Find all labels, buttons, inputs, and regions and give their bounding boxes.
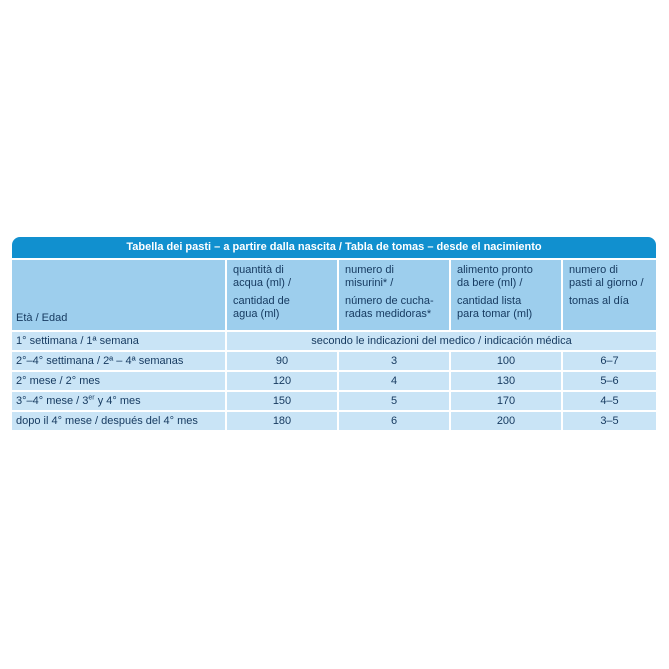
header-cell-ready-food: alimento pronto da bere (ml) / cantidad … xyxy=(451,260,561,330)
table-row: 1° settimana / 1ª semana secondo le indi… xyxy=(12,332,656,350)
cell-ready-ml: 100 xyxy=(451,352,561,370)
age-text: 3°–4° mese / 3 xyxy=(16,395,89,407)
cell-age: 2° mese / 2° mes xyxy=(12,372,225,390)
header-line: tomas al día xyxy=(569,295,629,307)
cell-meals-per-day: 6–7 xyxy=(563,352,656,370)
table-row: 2° mese / 2° mes 120 4 130 5–6 xyxy=(12,372,656,390)
cell-age: dopo il 4° mese / después del 4° mes xyxy=(12,412,225,430)
table-row: dopo il 4° mese / después del 4° mes 180… xyxy=(12,412,656,430)
header-line: quantità di xyxy=(233,264,284,276)
header-line: numero di xyxy=(569,264,618,276)
cell-water-ml: 90 xyxy=(227,352,337,370)
header-line: misurini* / xyxy=(345,277,394,289)
cell-water-ml: 120 xyxy=(227,372,337,390)
cell-scoops: 3 xyxy=(339,352,449,370)
header-line: numero di xyxy=(345,264,394,276)
cell-water-ml: 150 xyxy=(227,392,337,410)
cell-ready-ml: 200 xyxy=(451,412,561,430)
table-row: 2°–4° settimana / 2ª – 4ª semanas 90 3 1… xyxy=(12,352,656,370)
cell-age: 1° settimana / 1ª semana xyxy=(12,332,225,350)
table-header-row: Età / Edad quantità di acqua (ml) / cant… xyxy=(12,260,656,330)
header-line: para tomar (ml) xyxy=(457,308,533,320)
header-line: pasti al giorno / xyxy=(569,277,644,289)
age-text: y 4° mes xyxy=(94,395,141,407)
cell-scoops: 5 xyxy=(339,392,449,410)
cell-doctor-indication: secondo le indicazioni del medico / indi… xyxy=(227,332,656,350)
table-title: Tabella dei pasti – a partire dalla nasc… xyxy=(12,237,656,258)
header-cell-scoops: numero di misurini* / número de cucha- r… xyxy=(339,260,449,330)
cell-meals-per-day: 3–5 xyxy=(563,412,656,430)
feeding-table: Tabella dei pasti – a partire dalla nasc… xyxy=(12,237,656,430)
header-cell-meals-per-day: numero di pasti al giorno / tomas al día xyxy=(563,260,656,330)
cell-age: 2°–4° settimana / 2ª – 4ª semanas xyxy=(12,352,225,370)
header-age-label: Età / Edad xyxy=(16,312,68,324)
header-line: cantidad lista xyxy=(457,295,522,307)
cell-ready-ml: 170 xyxy=(451,392,561,410)
header-line: da bere (ml) / xyxy=(457,277,523,289)
cell-age: 3°–4° mese / 3er y 4° mes xyxy=(12,392,225,410)
table-row: 3°–4° mese / 3er y 4° mes 150 5 170 4–5 xyxy=(12,392,656,410)
header-cell-water: quantità di acqua (ml) / cantidad de agu… xyxy=(227,260,337,330)
cell-scoops: 6 xyxy=(339,412,449,430)
cell-ready-ml: 130 xyxy=(451,372,561,390)
header-line: cantidad de xyxy=(233,295,290,307)
header-cell-age: Età / Edad xyxy=(12,260,225,330)
header-line: radas medidoras* xyxy=(345,308,432,320)
header-line: agua (ml) xyxy=(233,308,280,320)
header-line: acqua (ml) / xyxy=(233,277,292,289)
cell-water-ml: 180 xyxy=(227,412,337,430)
cell-meals-per-day: 5–6 xyxy=(563,372,656,390)
header-line: número de cucha- xyxy=(345,295,434,307)
cell-meals-per-day: 4–5 xyxy=(563,392,656,410)
age-ordinal-superscript: er xyxy=(88,394,95,402)
cell-scoops: 4 xyxy=(339,372,449,390)
header-line: alimento pronto xyxy=(457,264,533,276)
